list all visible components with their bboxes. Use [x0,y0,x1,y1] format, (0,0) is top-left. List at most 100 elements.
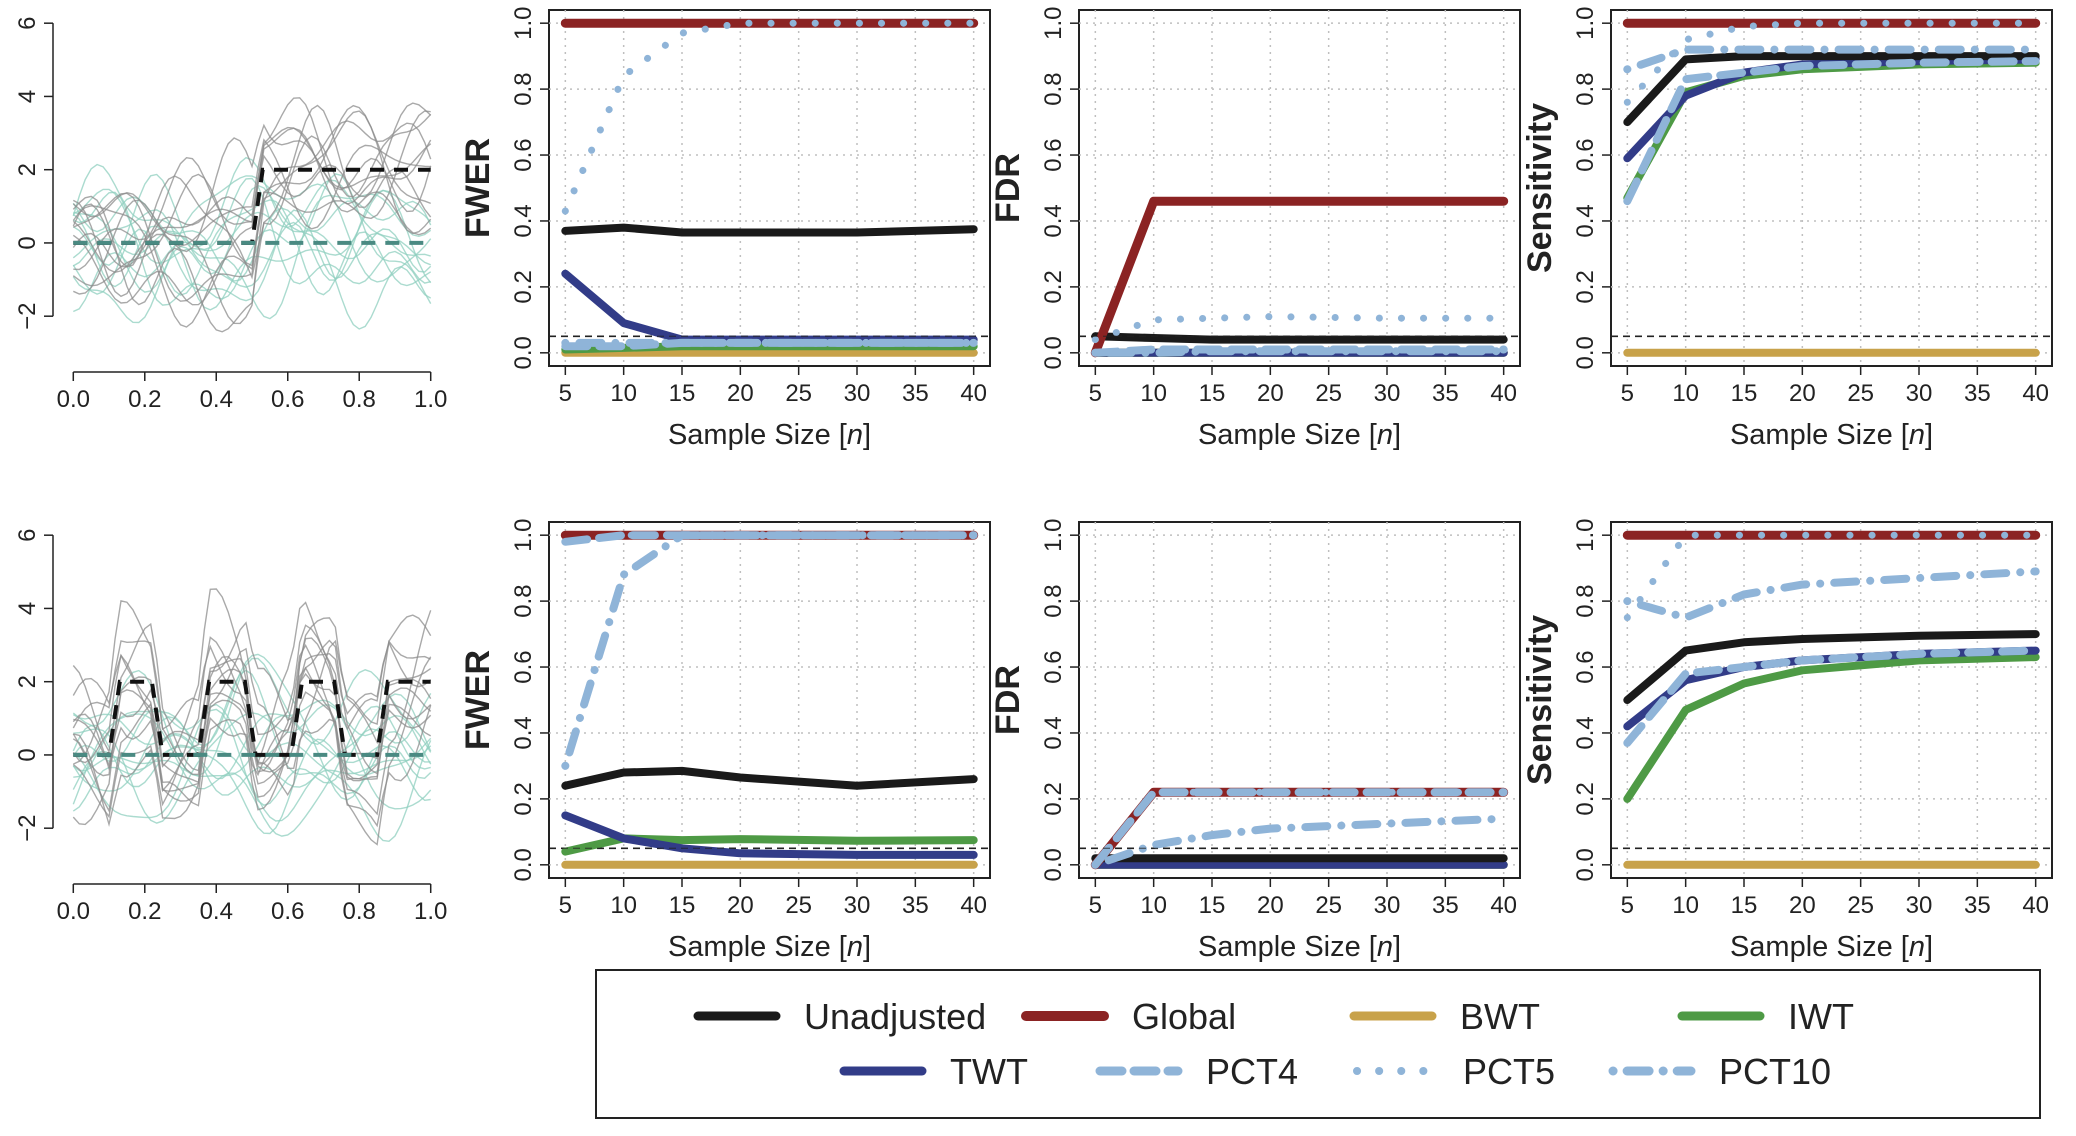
series-line-twt [1623,55,2040,163]
series-line-pct10 [1091,347,1508,357]
x-tick-label: 10 [1140,380,1167,407]
plot-frame [1078,9,1521,367]
plot-area [1611,18,2052,357]
x-tick-label: 20 [1789,892,1816,919]
series-line-pct4 [1091,788,1508,869]
y-axis-title: FDR [989,153,1027,223]
y-tick-label: 0.0 [1040,848,1067,881]
y-tick-label: 0.2 [1572,782,1599,815]
x-axis-title-italic: n [1909,419,1925,451]
sample-curve [72,127,432,306]
y-tick-label: 0.2 [1040,782,1067,815]
x-tick-label: 40 [1490,380,1517,407]
legend-box: Unadjusted Global BWT IWT TWT PCT4 PCT5 PCT10 [595,969,2041,1119]
y-tick-label: 0.6 [1572,650,1599,683]
plot-area [72,588,432,846]
y-tick-label: −2 [14,815,41,842]
x-tick-label: 25 [1315,380,1342,407]
legend-label-pct4: PCT4 [1206,1051,1298,1092]
x-axis-title-close: ] [1393,931,1401,963]
x-axis-title-text: Sample Size [ [1730,931,1909,963]
x-tick-label: 35 [902,380,929,407]
x-tick-label: 20 [727,380,754,407]
plot-area [1079,196,1520,358]
x-tick-label: 0.8 [343,386,376,413]
y-tick-label: 0.2 [510,782,537,815]
y-tick-label: 0.6 [510,650,537,683]
x-tick-label: 10 [1672,892,1699,919]
y-tick-label: 4 [14,602,41,615]
sample-curve [72,156,432,273]
chart-fwer-bottom: 5 10 15 20 25 30 35 40 0.0 0.2 0.4 0.6 0.8 1.0 Sample … [459,518,991,963]
series-line-iwt [1623,653,2040,803]
x-tick-label: 35 [902,892,929,919]
mean-line-mean-group-1 [73,167,431,245]
x-tick-label: 20 [727,892,754,919]
y-tick-label: −2 [14,303,41,330]
y-tick-label: 1.0 [1572,518,1599,551]
x-tick-label: 25 [1315,892,1342,919]
y-axis-title: FWER [459,650,497,750]
y-tick-label: 0.0 [510,336,537,369]
x-tick-label: 20 [1789,380,1816,407]
y-tick-label: 0.8 [1040,72,1067,105]
x-tick-label: 0.2 [128,898,161,925]
x-tick-label: 40 [2022,892,2049,919]
sample-curve [72,126,432,274]
x-tick-label: 30 [1374,892,1401,919]
sample-curve [72,184,432,330]
y-tick-label: 1.0 [510,518,537,551]
x-axis-title: Sample Size [n] [1198,419,1401,451]
plot-area [1611,530,2052,869]
x-tick-label: 5 [1089,892,1102,919]
x-tick-label: 0.8 [343,898,376,925]
x-axis-title-text: Sample Size [ [668,931,847,963]
y-tick-label: 0.0 [1040,336,1067,369]
x-tick-label: 0.4 [200,386,233,413]
y-axis-title: FWER [459,138,497,238]
x-axis-title-italic: n [1377,419,1393,451]
series-line-unadjusted [1091,332,1508,344]
x-axis-title-text: Sample Size [ [668,419,847,451]
sample-curve [73,704,432,824]
x-tick-label: 15 [1731,892,1758,919]
sample-curve [72,637,432,811]
x-tick-label: 40 [960,892,987,919]
x-axis-title: Sample Size [n] [668,419,871,451]
chart-curves-top: 0.0 0.2 0.4 0.6 0.8 1.0 −2 0 2 4 6 [14,17,447,413]
y-tick-label: 0.6 [1040,650,1067,683]
sample-curve [72,617,432,802]
x-tick-label: 30 [844,380,871,407]
series-line-iwt [561,834,978,856]
x-axis-title-close: ] [1925,931,1933,963]
series-line-pct5 [1091,788,1508,869]
y-axis-title: Sensitivity [1521,103,1559,273]
series-line-pct4 [1623,646,2040,747]
x-tick-label: 20 [1257,892,1284,919]
y-tick-label: 0.2 [510,270,537,303]
y-tick-label: 0.8 [510,72,537,105]
series-line-twt [561,269,978,344]
y-tick-label: 0.4 [510,716,537,749]
chart-sens-bottom: 5 10 15 20 25 30 35 40 0.0 0.2 0.4 0.6 0.8 1.0 Sample … [1521,518,2053,963]
x-tick-label: 0.4 [200,898,233,925]
y-tick-label: 0.4 [1040,204,1067,237]
x-tick-label: 25 [785,892,812,919]
sample-curve [72,647,432,826]
y-tick-label: 0.2 [1572,270,1599,303]
plot-frame [1610,521,2053,879]
x-axis-title-close: ] [1393,419,1401,451]
x-axis-title-italic: n [847,419,863,451]
x-tick-label: 15 [669,892,696,919]
x-tick-label: 30 [1374,380,1401,407]
x-axis-title-text: Sample Size [ [1198,419,1377,451]
series-line-pct10 [561,531,978,770]
series-line-pct5 [561,19,978,215]
x-axis-title: Sample Size [n] [1730,931,1933,963]
x-tick-label: 15 [1731,380,1758,407]
y-tick-label: 1.0 [1040,518,1067,551]
x-tick-label: 30 [1906,380,1933,407]
x-tick-label: 40 [960,380,987,407]
y-tick-label: 0.6 [1572,138,1599,171]
